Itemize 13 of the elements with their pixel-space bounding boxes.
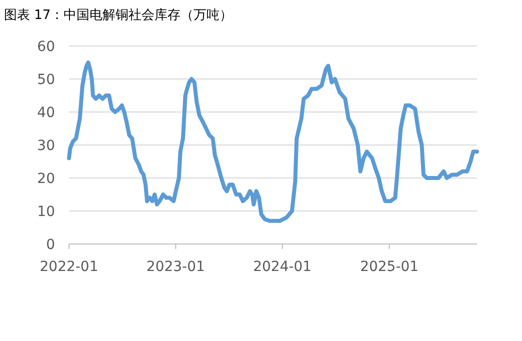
- y-tick-label: 30: [37, 138, 55, 154]
- y-tick-label: 10: [37, 204, 55, 220]
- chart-title: 图表 17：中国电解铜社会库存（万吨）: [4, 8, 233, 23]
- x-tick-label: 2022-01: [40, 259, 98, 275]
- y-tick-label: 20: [37, 171, 55, 187]
- y-tick-label: 0: [46, 237, 55, 253]
- line-series: [67, 60, 479, 223]
- x-tick-label: 2025-01: [360, 259, 419, 275]
- x-tick-label: 2024-01: [253, 259, 312, 275]
- y-tick-label: 50: [37, 72, 55, 88]
- y-tick-label: 40: [37, 105, 55, 121]
- x-tick-label: 2023-01: [146, 259, 205, 275]
- y-tick-label: 60: [37, 39, 55, 55]
